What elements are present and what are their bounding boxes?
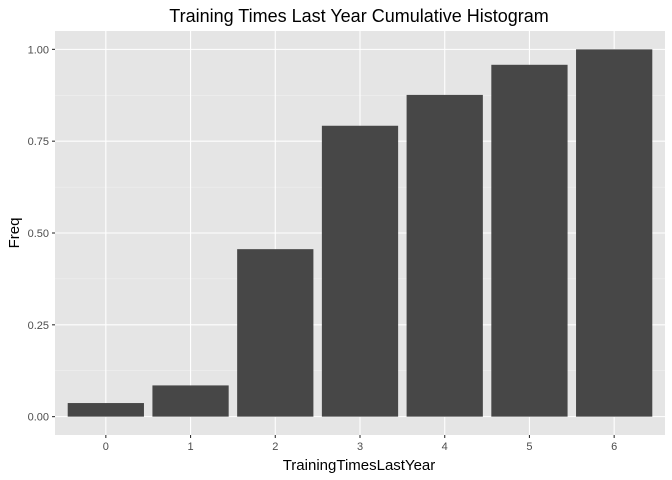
y-tick-label: 0.75 [28,136,49,148]
bar-2 [237,249,314,417]
y-axis: 0.00 0.25 0.50 0.75 1.00 [28,44,55,424]
x-tick-label: 4 [442,441,448,453]
bar-6 [576,49,653,417]
bar-4 [406,94,483,417]
plot-panel [55,31,665,435]
x-tick-label: 3 [357,441,363,453]
bar-0 [67,403,144,417]
x-axis: 0 1 2 3 4 5 6 [103,435,617,453]
bar-5 [491,64,568,417]
x-tick-label: 0 [103,441,109,453]
y-tick-label: 0.25 [28,320,49,332]
y-tick-label: 0.50 [28,228,49,240]
x-tick-label: 1 [187,441,193,453]
bar-1 [152,385,229,417]
y-tick-label: 1.00 [28,44,49,56]
x-tick-label: 6 [611,441,617,453]
bar-3 [321,125,399,417]
x-axis-title: TrainingTimesLastYear [283,457,436,474]
y-axis-title: Freq [6,218,23,249]
x-tick-label: 2 [272,441,278,453]
y-tick-label: 0.00 [28,412,49,424]
chart-title: Training Times Last Year Cumulative Hist… [169,6,549,26]
x-tick-label: 5 [526,441,532,453]
